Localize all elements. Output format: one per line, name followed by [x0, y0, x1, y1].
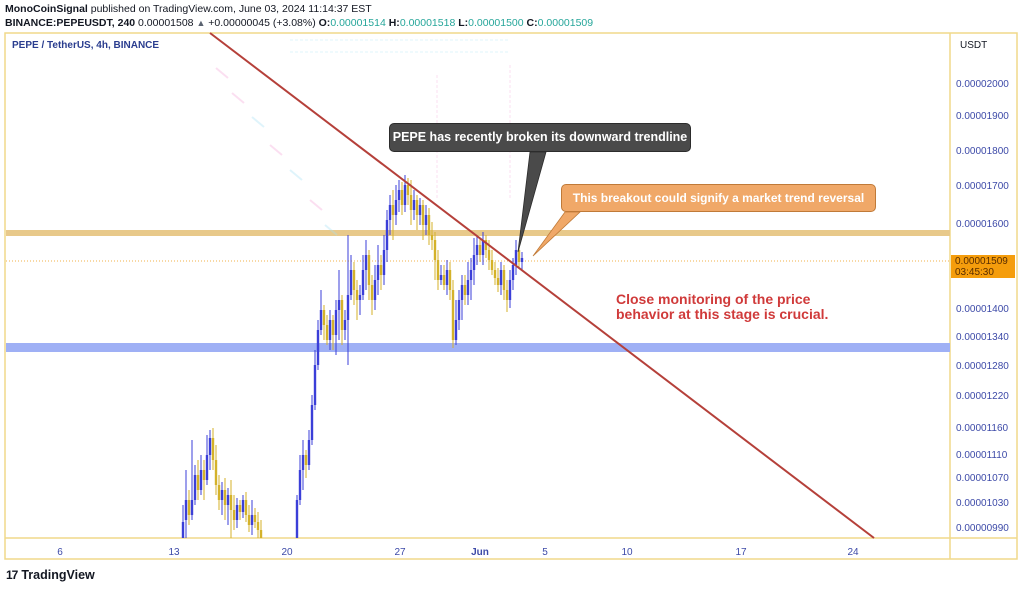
resistance-band[interactable]: [6, 230, 950, 236]
close-value: 0.00001509: [537, 17, 594, 29]
tradingview-logo-icon: 17: [6, 568, 18, 582]
current-price-tag: 0.00001509 03:45:30: [951, 255, 1015, 278]
support-band[interactable]: [6, 343, 950, 352]
close-label: C:: [526, 17, 538, 29]
high-label: H:: [388, 17, 400, 29]
y-tick: 0.00001220: [956, 391, 1009, 402]
y-tick: 0.00001160: [956, 423, 1009, 434]
author-name[interactable]: MonoCoinSignal: [5, 3, 88, 15]
bar-countdown: 03:45:30: [955, 267, 994, 278]
brand-name: TradingView: [21, 568, 95, 582]
change-arrow-icon: ▲: [196, 18, 206, 28]
x-tick: 17: [735, 547, 747, 558]
y-tick: 0.00001280: [956, 361, 1009, 372]
y-tick: 0.00001110: [956, 450, 1008, 461]
x-tick: 27: [394, 547, 406, 558]
price-change: +0.00000045 (+3.08%): [208, 17, 316, 29]
y-tick: 0.00001030: [956, 498, 1009, 509]
y-tick: 0.00001900: [956, 111, 1009, 122]
x-tick: 5: [542, 547, 548, 558]
ohlc-legend: BINANCE:PEPEUSDT, 240 0.00001508 ▲ +0.00…: [5, 17, 593, 29]
x-tick: 10: [621, 547, 633, 558]
candlestick-series[interactable]: [181, 175, 524, 538]
x-tick: 13: [168, 547, 180, 558]
x-tick: 24: [847, 547, 859, 558]
y-tick: 0.00001340: [956, 332, 1009, 343]
reversal-callout[interactable]: This breakout could signify a market tre…: [561, 184, 876, 212]
y-tick: 0.00002000: [956, 79, 1009, 90]
dark-callout-pointer: [517, 151, 547, 253]
tradingview-brand[interactable]: 17 TradingView: [6, 568, 95, 582]
low-label: L:: [458, 17, 469, 29]
orange-callout-pointer: [532, 211, 582, 257]
publish-info: MonoCoinSignal published on TradingView.…: [5, 3, 372, 15]
note-line-2: behavior at this stage is crucial.: [616, 306, 829, 322]
x-tick: 20: [281, 547, 293, 558]
y-tick: 0.00001600: [956, 219, 1009, 230]
y-tick: 0.00001400: [956, 304, 1009, 315]
symbol-line: BINANCE:PEPEUSDT, 240: [5, 17, 136, 29]
current-price-value: 0.00001509: [955, 256, 1008, 267]
downward-trendline[interactable]: [209, 32, 875, 539]
open-value: 0.00001514: [330, 17, 386, 29]
published-text: published on TradingView.com, June 03, 2…: [90, 3, 372, 15]
y-tick: 0.00001800: [956, 146, 1009, 157]
monitoring-note[interactable]: Close monitoring of the price behavior a…: [616, 292, 828, 322]
y-tick: 0.00000990: [956, 523, 1009, 534]
low-value: 0.00001500: [468, 17, 524, 29]
y-tick: 0.00001700: [956, 181, 1009, 192]
y-tick: 0.00001070: [956, 473, 1009, 484]
trendline-break-callout[interactable]: PEPE has recently broken its downward tr…: [389, 123, 691, 152]
high-value: 0.00001518: [399, 17, 456, 29]
symbol-title: PEPE / TetherUS, 4h, BINANCE: [12, 40, 160, 51]
chart-frame: [4, 32, 1018, 560]
x-tick: Jun: [471, 547, 489, 558]
last-price: 0.00001508: [138, 17, 194, 29]
note-line-1: Close monitoring of the price: [616, 291, 811, 307]
open-label: O:: [318, 17, 331, 29]
x-tick: 6: [57, 547, 63, 558]
currency-label[interactable]: USDT: [960, 40, 988, 51]
